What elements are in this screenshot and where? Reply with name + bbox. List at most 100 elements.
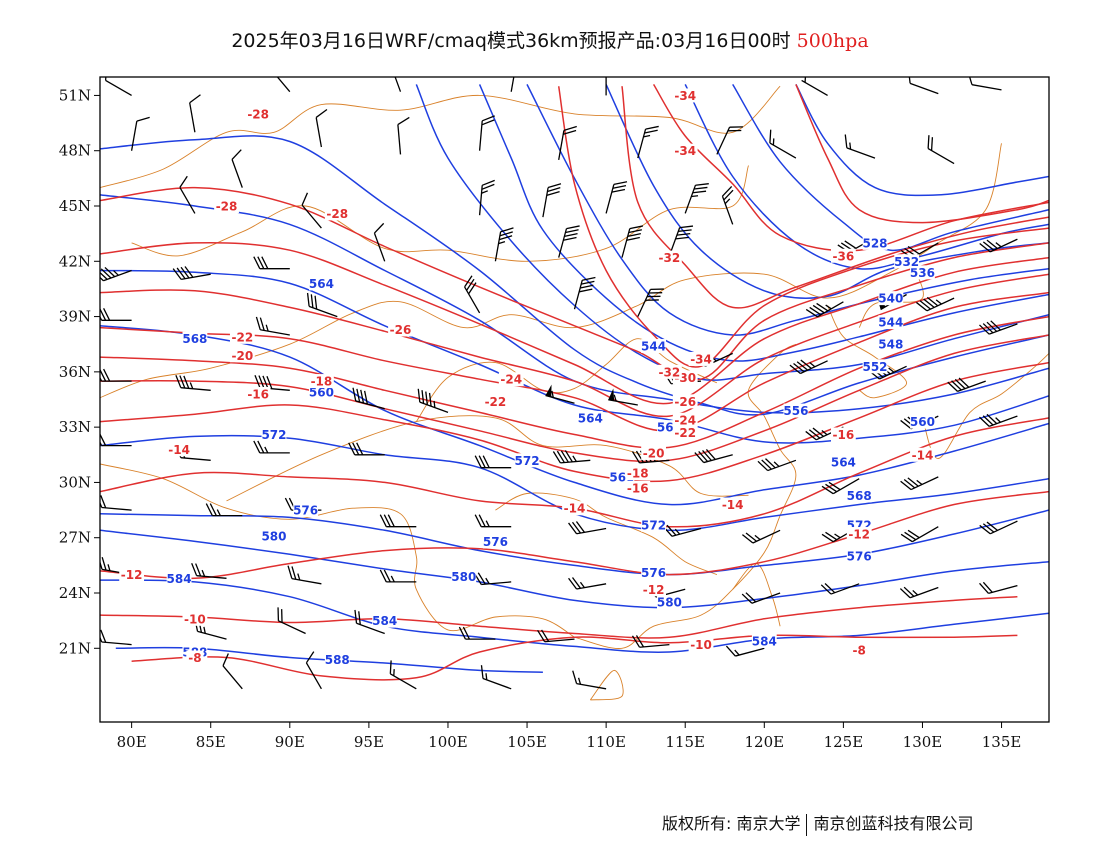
contour-label-bg: [657, 595, 682, 610]
temperature-contour: [100, 315, 1049, 449]
boundary-line: [589, 669, 624, 701]
contour-label: -12: [121, 568, 143, 582]
wind-barb: [915, 296, 955, 312]
wind-barb: [537, 629, 575, 643]
pressure-level: 500hpa: [796, 30, 869, 52]
lat-tick-label: 42N: [59, 252, 91, 270]
contour-label: 576: [293, 504, 318, 518]
contour-label: 544: [641, 340, 666, 354]
lon-tick-label: 120E: [745, 733, 785, 751]
contour-label-bg: [878, 315, 904, 330]
wind-barb: [558, 225, 580, 258]
lat-tick-label: 30N: [59, 473, 91, 491]
contour-label-bg: [672, 412, 698, 427]
lat-tick-label: 36N: [59, 363, 91, 381]
wind-barb: [222, 653, 243, 690]
contour-label-bg: [672, 394, 698, 409]
contour-label: 544: [878, 316, 903, 330]
contour-label: -26: [674, 395, 696, 409]
contour-label: -28: [247, 107, 269, 121]
contour-label-bg: [388, 322, 413, 337]
contour-label-bg: [688, 637, 714, 652]
boundary-line: [495, 492, 718, 576]
temperature-contour: [131, 634, 1018, 681]
wind-barb: [104, 77, 132, 96]
contour-label-bg: [878, 291, 904, 306]
wind-barb: [979, 413, 1018, 427]
contour-label-bg: [261, 528, 287, 543]
contour-label: -18: [311, 375, 333, 389]
contour-label: 564: [831, 456, 856, 470]
lat-tick-label: 24N: [59, 584, 91, 602]
wind-barb: [979, 520, 1018, 535]
contour-label: -26: [390, 323, 412, 337]
wind-barb: [130, 116, 150, 151]
contour-label-bg: [451, 569, 477, 584]
wind-barb: [305, 651, 322, 690]
contour-label: -20: [643, 446, 665, 460]
lon-tick-label: 105E: [507, 733, 547, 751]
lon-tick-label: 100E: [428, 733, 468, 751]
wind-barb: [277, 607, 306, 635]
wind-barb: [558, 125, 577, 161]
wind-barb: [573, 276, 596, 310]
contour-label-bg: [878, 337, 904, 352]
wind-barb: [725, 645, 765, 657]
lon-tick-label: 90E: [275, 733, 305, 751]
wind-barb: [179, 175, 196, 214]
boundary-line: [415, 338, 718, 422]
wind-barb: [907, 77, 939, 95]
wind-barb: [927, 135, 955, 165]
contour-label: -8: [853, 644, 866, 658]
contour-label-bg: [309, 385, 334, 400]
wind-barb: [458, 626, 496, 640]
contour-label: -14: [168, 443, 190, 457]
wind-barb: [820, 582, 860, 595]
contour-label-bg: [850, 643, 868, 658]
contour-label: 584: [752, 634, 777, 648]
lon-tick-label: 135E: [982, 733, 1022, 751]
wind-barb: [741, 592, 781, 604]
temperature-contour: [100, 361, 1049, 483]
lat-tick-label: 48N: [59, 142, 91, 160]
contour-label: -14: [564, 502, 586, 516]
contour-label: 572: [261, 428, 286, 442]
contour-label: -10: [184, 612, 206, 626]
geopotential-contour: [526, 84, 1049, 336]
contour-label: 556: [783, 404, 808, 418]
contour-label-bg: [245, 386, 271, 401]
contour-label: 584: [372, 614, 397, 628]
wind-barb: [464, 275, 481, 314]
contour-label-bg: [672, 143, 698, 158]
wind-barb: [821, 478, 860, 495]
contour-label-bg: [830, 248, 856, 263]
contour-label-bg: [672, 425, 698, 440]
wind-barb: [542, 183, 562, 218]
temperature-contour: [795, 84, 1049, 224]
contour-label: -16: [833, 428, 855, 442]
contour-label: 580: [657, 596, 682, 610]
wind-barb: [270, 77, 291, 93]
lon-tick-label: 130E: [903, 733, 943, 751]
wind-barb: [287, 565, 322, 585]
wind-barb: [801, 77, 828, 96]
boundary-line: [131, 165, 749, 262]
contour-label-bg: [245, 106, 271, 121]
temperature-contour: [652, 84, 1049, 252]
wind-barb: [100, 266, 132, 282]
temperature-contour: [100, 273, 1049, 418]
contour-label-bg: [846, 488, 872, 503]
lat-tick-label: 21N: [59, 639, 91, 657]
wind-barb: [684, 183, 709, 214]
contour-label: -22: [232, 330, 254, 344]
contour-label-bg: [119, 567, 145, 582]
contour-label: -28: [216, 200, 238, 214]
boundary-line: [574, 343, 797, 649]
contour-label: -16: [247, 387, 269, 401]
contour-label: -32: [659, 365, 681, 379]
wind-barb: [510, 77, 518, 92]
wind-barb: [979, 320, 1018, 335]
wind-barb: [478, 115, 495, 151]
wind-barb: [757, 458, 797, 472]
